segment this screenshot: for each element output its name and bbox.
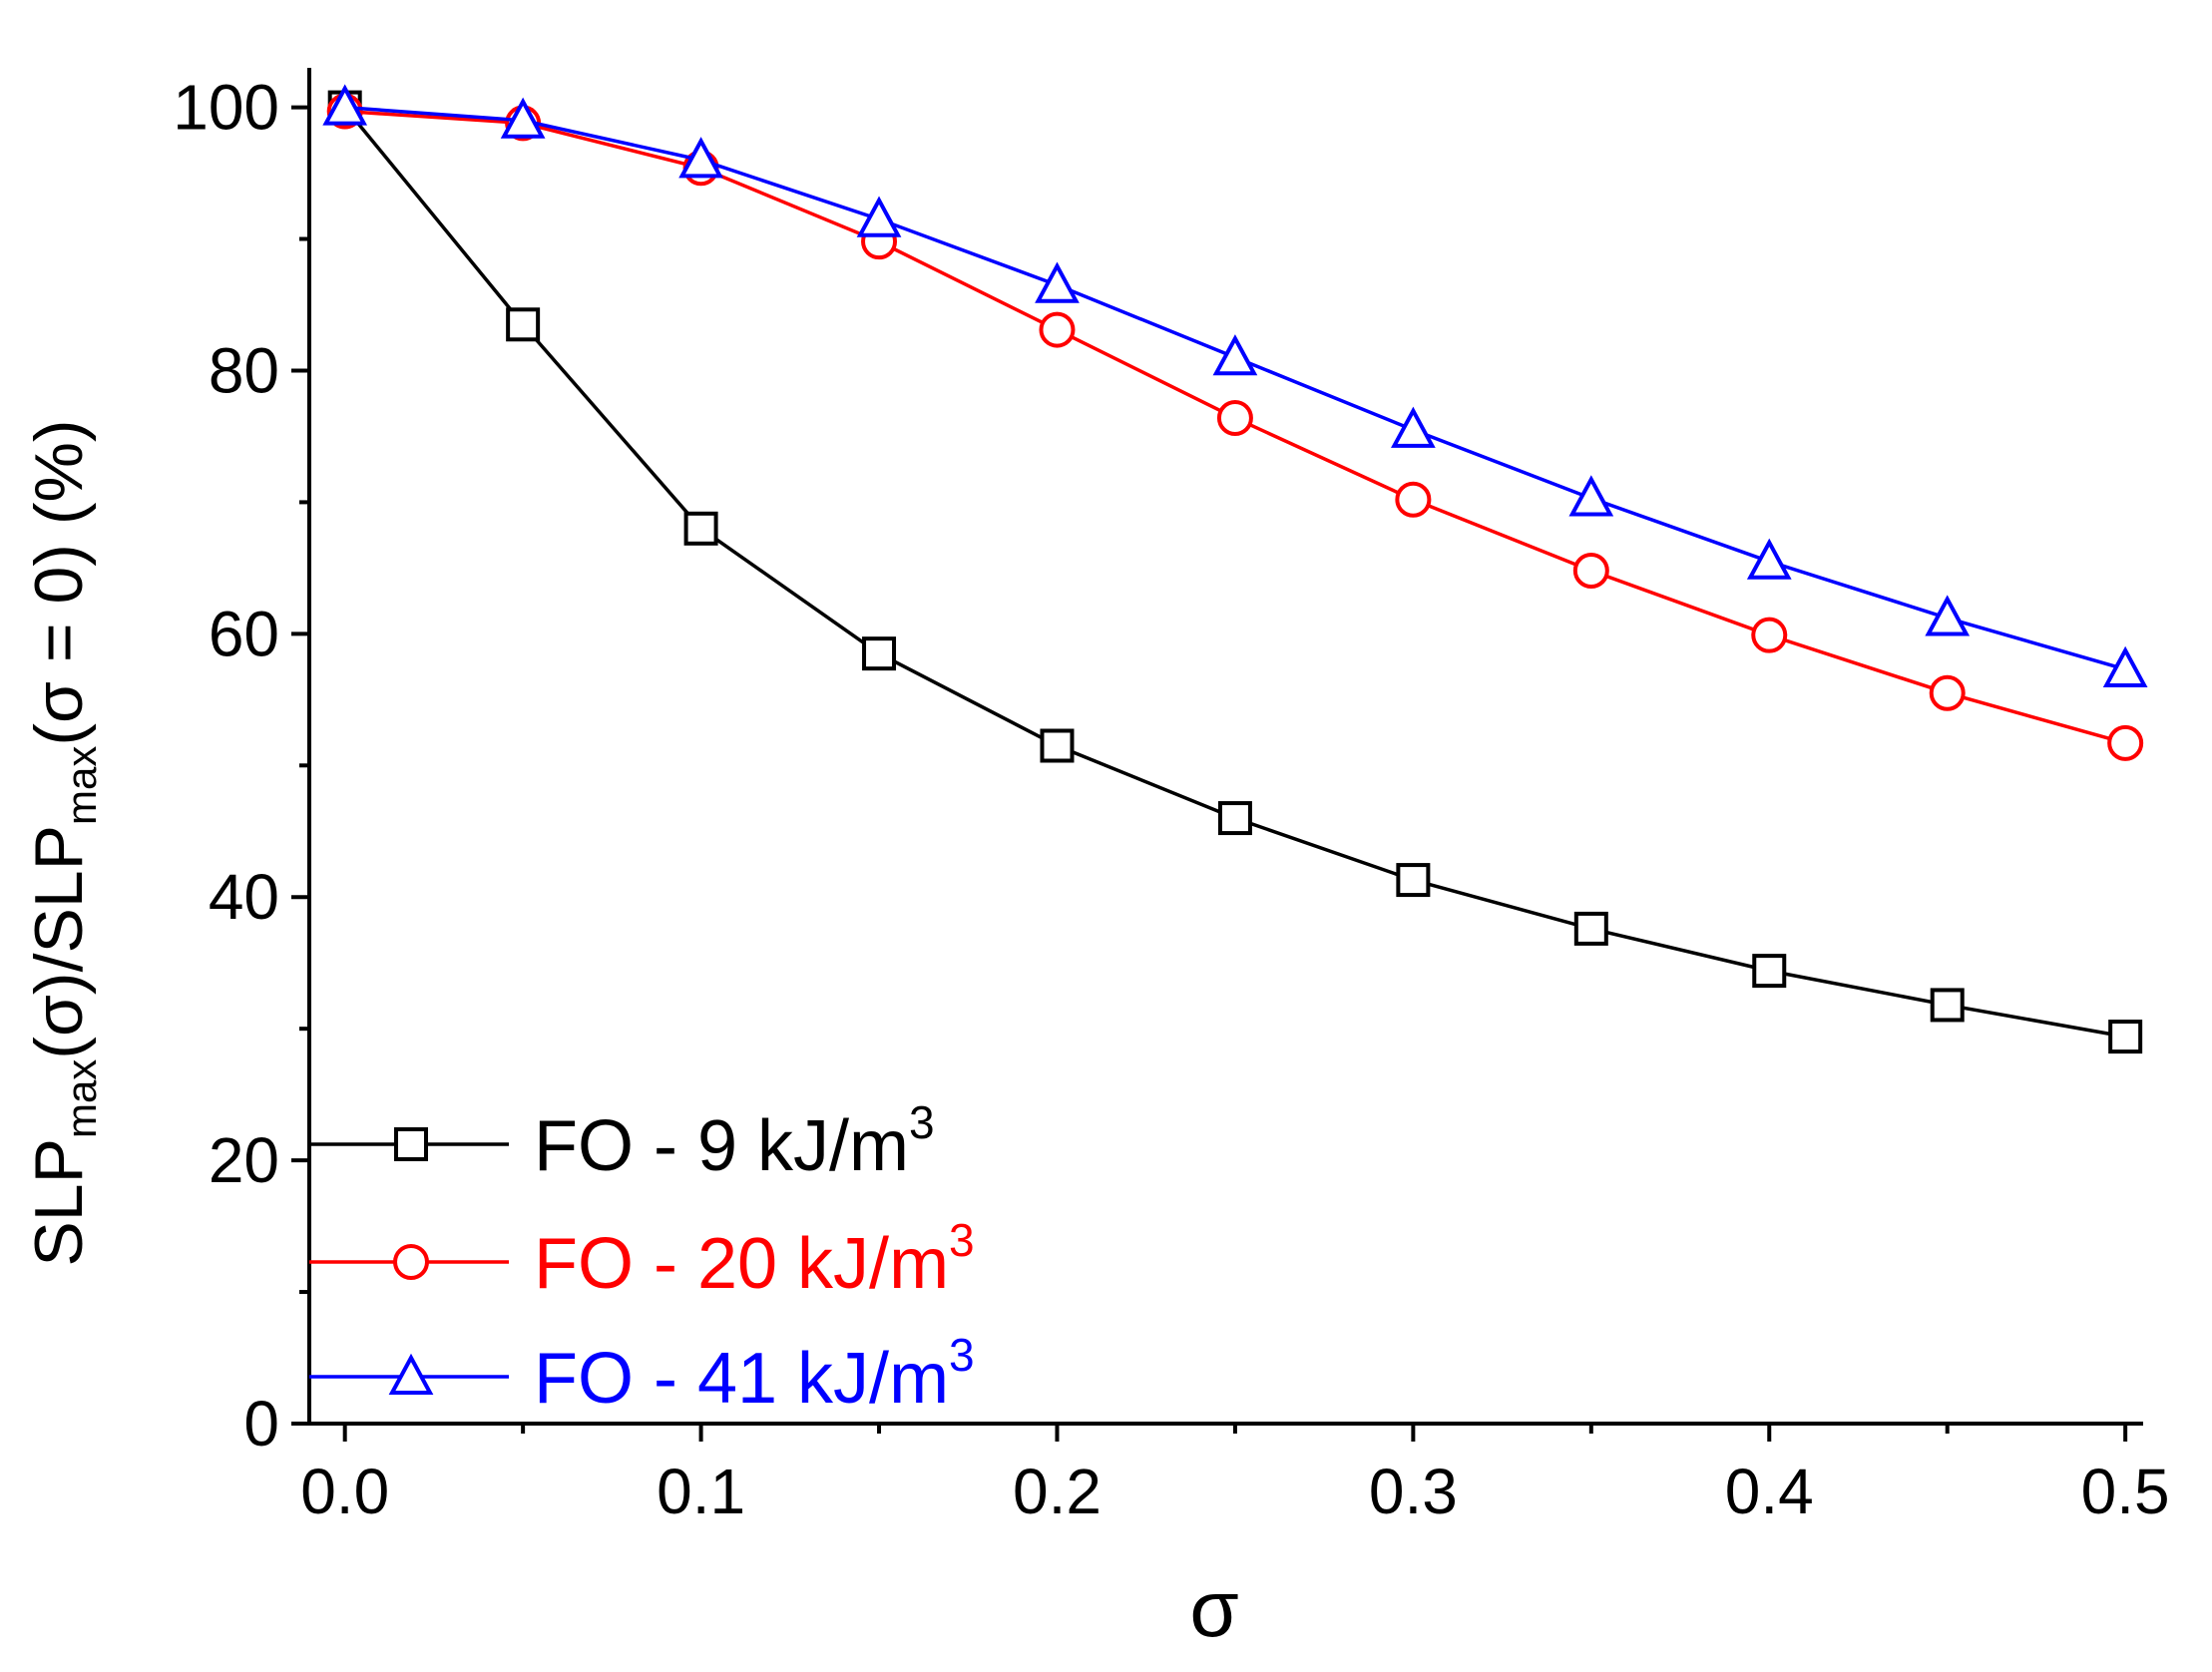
data-point [678, 137, 723, 179]
x-tick-label: 0.3 [1369, 1456, 1458, 1527]
data-point [2107, 724, 2144, 761]
data-point [1572, 553, 1609, 590]
series-circle [326, 93, 2144, 761]
data-point [862, 636, 897, 671]
data-point [1040, 728, 1075, 763]
data-point [1930, 988, 1965, 1023]
y-axis-title: SLPmax(σ)/SLPmax(σ = 0) (%) [21, 419, 105, 1266]
data-point [1573, 911, 1608, 946]
series-square [327, 90, 2143, 1054]
data-point [1746, 538, 1792, 580]
legend-item: FO - 41 kJ/m3 [309, 1329, 975, 1419]
data-point [856, 196, 902, 237]
x-tick-label: 0.1 [657, 1456, 745, 1527]
data-point [322, 84, 368, 126]
x-axis-title: σ [1189, 1564, 1238, 1653]
series-triangle [322, 84, 2148, 687]
y-tick-label: 0 [243, 1388, 279, 1460]
series-line [343, 106, 2126, 1039]
data-point [1216, 399, 1253, 436]
y-tick-label: 60 [209, 598, 279, 669]
legend-label-text: FO - 41 kJ/m [534, 1339, 949, 1419]
plot-frame [307, 68, 2143, 1426]
legend-label-text: FO - 9 kJ/m [534, 1106, 909, 1186]
data-point [1391, 406, 1436, 448]
data-point [1925, 595, 1971, 636]
x-tick-label: 0.2 [1013, 1456, 1102, 1527]
data-point [1568, 475, 1614, 517]
series-layer [322, 84, 2148, 1054]
legend-swatch-marker [393, 1244, 429, 1280]
data-point [1751, 617, 1788, 653]
legend-label: FO - 9 kJ/m3 [534, 1096, 935, 1186]
y-tick-label: 40 [209, 861, 279, 933]
legend-label-superscript: 3 [949, 1214, 975, 1266]
y-axis-title-subscript: max [58, 1059, 105, 1138]
y-tick-label: 80 [209, 334, 279, 406]
data-point [506, 307, 541, 342]
series-line [344, 105, 2126, 671]
data-point [1212, 334, 1258, 376]
y-axis-title-part: SLP [21, 1138, 97, 1267]
legend-label: FO - 41 kJ/m3 [534, 1329, 975, 1419]
legend-swatch-marker [394, 1127, 428, 1161]
y-axis-title-part: (σ = 0) (%) [21, 419, 97, 745]
data-point [1039, 311, 1076, 348]
y-tick-label: 20 [209, 1124, 279, 1196]
data-point [1395, 481, 1432, 518]
x-tick-label: 0.4 [1725, 1456, 1814, 1527]
axis-tick-labels: 0.0 0.1 0.2 0.3 0.4 0.5 0 20 40 60 80 100 [173, 72, 2169, 1527]
data-point [500, 97, 546, 139]
data-point [1035, 261, 1080, 303]
legend-label-superscript: 3 [949, 1329, 975, 1381]
x-tick-label: 0.0 [300, 1456, 389, 1527]
legend-swatch-marker [388, 1353, 434, 1395]
data-point [1217, 801, 1252, 836]
data-point [1752, 954, 1787, 989]
legend-item: FO - 9 kJ/m3 [309, 1096, 935, 1186]
data-point [2108, 1020, 2143, 1054]
axis-ticks [291, 105, 2128, 1442]
data-point [1396, 863, 1431, 898]
legend-label-text: FO - 20 kJ/m [534, 1224, 949, 1304]
y-axis-title-part: (σ)/SLP [21, 825, 97, 1059]
data-point [1929, 674, 1966, 711]
legend-label-superscript: 3 [909, 1096, 935, 1148]
legend-item: FO - 20 kJ/m3 [309, 1214, 975, 1304]
y-axis-title-subscript: max [58, 746, 105, 825]
y-tick-label: 100 [173, 72, 279, 144]
data-point [2102, 645, 2148, 687]
x-tick-label: 0.5 [2081, 1456, 2170, 1527]
data-point [683, 511, 718, 546]
legend-label: FO - 20 kJ/m3 [534, 1214, 975, 1304]
